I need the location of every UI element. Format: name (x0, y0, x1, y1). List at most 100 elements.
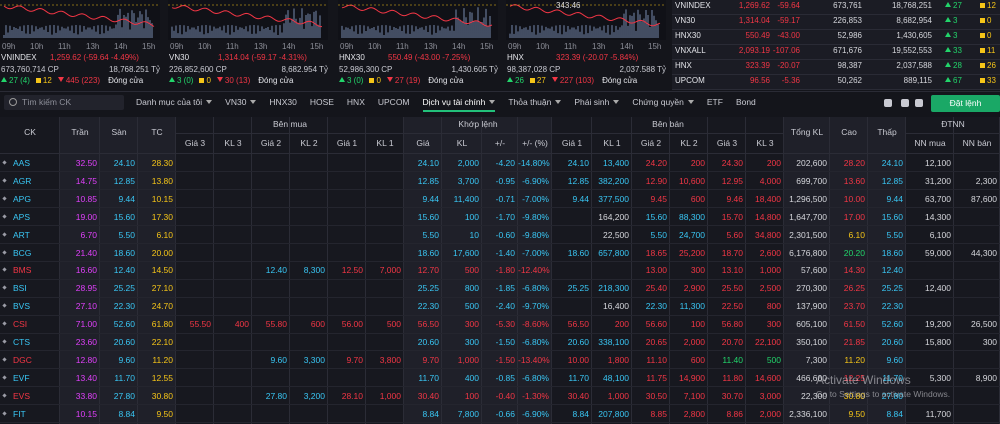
column-bg (670, 117, 708, 424)
index-cell: 11 (980, 46, 995, 56)
sort-icon[interactable] (884, 99, 892, 107)
nav-tab[interactable]: Bond (735, 97, 756, 107)
table-cell: -0.40 (495, 390, 515, 401)
symbol[interactable]: BSI (13, 283, 27, 294)
ref-icon (199, 78, 205, 83)
symbol[interactable]: AAS (13, 158, 31, 168)
symbol[interactable]: EVF (13, 372, 30, 383)
table-cell: 500 (464, 301, 479, 312)
ref-count: 12 (42, 76, 52, 85)
index-name[interactable]: VN30 (169, 53, 190, 62)
up-count: 3 (0) (177, 76, 194, 85)
table-cell: 24.10 (567, 158, 589, 168)
table-cell: 59,000 (925, 247, 951, 258)
symbol[interactable]: CSI (13, 319, 28, 330)
value: -59.17 (777, 16, 800, 25)
nav-tab[interactable]: Danh mục của tôi (136, 97, 213, 107)
time-label: 09h (2, 42, 16, 51)
symbol[interactable]: DGC (13, 354, 32, 365)
column-header: Thấp (877, 127, 897, 137)
table-cell: -6.80% (522, 283, 549, 294)
symbol[interactable]: ART (13, 229, 30, 240)
table-cell: 56.80 (721, 319, 743, 330)
symbol[interactable]: BMS (13, 265, 32, 276)
up-icon (945, 17, 951, 22)
index-name[interactable]: VNINDEX (1, 53, 37, 62)
settings-icon[interactable] (901, 99, 909, 107)
nav-tab[interactable]: VN30 (225, 97, 257, 107)
index-name[interactable]: HNX30 (339, 53, 365, 62)
table-cell: 4,000 (759, 175, 781, 186)
column-bg (552, 117, 592, 424)
symbol[interactable]: BVS (13, 301, 31, 312)
chart-marker: 343.46 (556, 1, 581, 10)
up-icon (1, 77, 7, 82)
table-cell: 13.60 (843, 175, 865, 186)
order-button[interactable]: Đặt lệnh (931, 95, 1000, 112)
search-box[interactable]: Tìm kiếm CK (4, 95, 124, 110)
table-cell: 14.30 (843, 265, 865, 276)
menu-icon[interactable] (915, 99, 923, 107)
column-bg (60, 117, 100, 424)
nav-tab[interactable]: HOSE (309, 97, 334, 107)
table-cell: 24.10 (417, 158, 439, 168)
table-cell: 300 (690, 265, 705, 276)
symbol[interactable]: APS (13, 211, 31, 222)
table-cell: 164,200 (598, 211, 629, 222)
down-count: 27 (19) (394, 76, 421, 85)
index-cell: 67 (945, 76, 962, 86)
table-cell: 8.84 (422, 408, 439, 419)
table-cell: 10.00 (843, 193, 865, 204)
nav-tab[interactable]: Phái sinh (574, 97, 620, 107)
value: 671,676 (833, 46, 862, 55)
table-cell: -6.80% (522, 372, 549, 383)
table-cell: 9.44 (886, 193, 903, 204)
nav-tab[interactable]: Thỏa thuận (508, 97, 562, 107)
value: 50,262 (837, 76, 862, 85)
table-cell: 10.15 (75, 408, 97, 419)
nav-tab[interactable]: Dịch vụ tài chính (422, 97, 496, 112)
table-cell: -1.50 (495, 354, 515, 365)
nav-tab[interactable]: HNX (346, 97, 365, 107)
table-cell: 100 (690, 319, 705, 330)
index-cell: 673,761 (833, 1, 862, 11)
market-status: Đóng cửa (258, 76, 294, 85)
mini-chart (168, 0, 328, 40)
symbol[interactable]: FIT (13, 408, 26, 419)
nav-tab[interactable]: Chứng quyền (632, 97, 694, 107)
index-volume: 673,760,714 CP (1, 65, 59, 74)
value: 1,269.62 (738, 1, 770, 10)
table-cell: 270,300 (796, 283, 827, 294)
table-cell: 2,500 (759, 283, 781, 294)
table-cell: 218,300 (598, 283, 629, 294)
nav-tab[interactable]: ETF (706, 97, 723, 107)
nav-tab[interactable]: HNX30 (269, 97, 297, 107)
symbol[interactable]: BCG (13, 247, 32, 258)
time-label: 14h (282, 42, 296, 51)
index-name[interactable]: HNX (507, 53, 524, 62)
column-bg (176, 117, 214, 424)
table-cell: 18.60 (567, 247, 589, 258)
symbol[interactable]: CTS (13, 337, 30, 347)
column-header: Trần (71, 127, 89, 137)
sub-header: Giá (416, 138, 430, 148)
symbol[interactable]: EVS (13, 390, 31, 401)
symbol[interactable]: APG (13, 193, 31, 204)
table-cell: 18.60 (417, 247, 439, 258)
table-cell: 30.70 (721, 390, 743, 401)
time-label: 10h (368, 42, 382, 51)
symbol[interactable]: AGR (13, 175, 32, 186)
table-cell: 25.25 (567, 283, 589, 294)
time-label: 10h (198, 42, 212, 51)
column-bg (906, 117, 954, 424)
table-cell: 1,800 (607, 354, 629, 365)
nav-tab[interactable]: UPCOM (377, 97, 410, 107)
index-cell: 3 (945, 16, 957, 26)
table-cell: -1.70 (495, 211, 515, 222)
ref-icon (369, 78, 375, 83)
dropdown-caret (489, 100, 496, 104)
table-cell: 377,500 (598, 193, 629, 204)
table-cell: 26.25 (843, 283, 865, 294)
value: 26 (987, 61, 996, 70)
table-cell: 34,800 (755, 229, 781, 240)
